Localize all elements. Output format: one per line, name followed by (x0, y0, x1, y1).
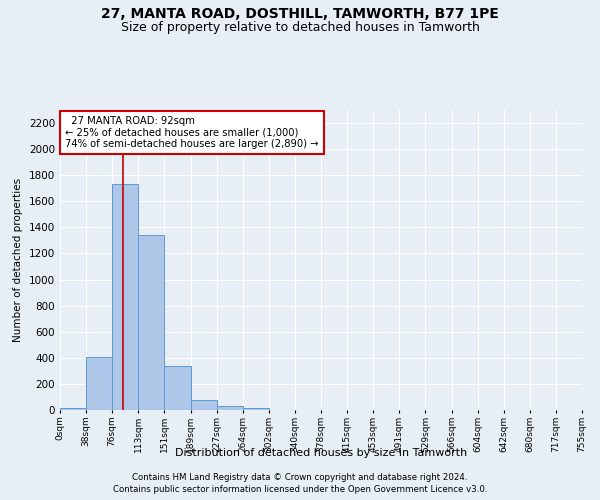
Text: Contains public sector information licensed under the Open Government Licence v3: Contains public sector information licen… (113, 485, 487, 494)
Text: Size of property relative to detached houses in Tamworth: Size of property relative to detached ho… (121, 21, 479, 34)
Bar (86, 356, 112, 410)
Bar (191, 400, 217, 410)
Text: Distribution of detached houses by size in Tamworth: Distribution of detached houses by size … (175, 448, 467, 458)
Bar (112, 184, 139, 410)
Bar (217, 406, 242, 410)
Bar (139, 234, 164, 410)
Text: 27 MANTA ROAD: 92sqm
← 25% of detached houses are smaller (1,000)
74% of semi-de: 27 MANTA ROAD: 92sqm ← 25% of detached h… (65, 116, 319, 149)
Y-axis label: Number of detached properties: Number of detached properties (13, 178, 23, 342)
Text: Contains HM Land Registry data © Crown copyright and database right 2024.: Contains HM Land Registry data © Crown c… (132, 472, 468, 482)
Bar (243, 408, 269, 410)
Text: 27, MANTA ROAD, DOSTHILL, TAMWORTH, B77 1PE: 27, MANTA ROAD, DOSTHILL, TAMWORTH, B77 … (101, 8, 499, 22)
Bar (60, 408, 86, 410)
Bar (164, 366, 191, 410)
